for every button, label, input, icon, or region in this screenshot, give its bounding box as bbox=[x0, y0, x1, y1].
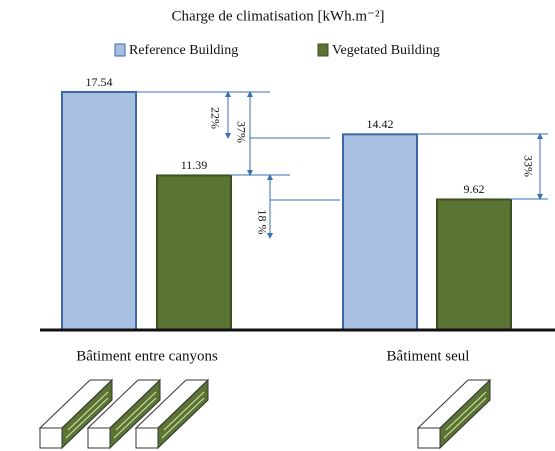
annotation: 22% bbox=[208, 107, 222, 129]
bar bbox=[156, 174, 232, 331]
legend-swatch bbox=[114, 43, 126, 57]
value-label: 9.62 bbox=[464, 182, 485, 196]
legend-label: Vegetated Building bbox=[332, 43, 440, 58]
value-label: 17.54 bbox=[86, 75, 113, 89]
legend-swatch bbox=[317, 43, 329, 57]
building-icons bbox=[38, 378, 491, 450]
x-tick-label: Bâtiment entre canyons bbox=[76, 348, 218, 364]
value-label: 14.42 bbox=[367, 117, 394, 131]
bar bbox=[342, 133, 418, 331]
annotation: 37% bbox=[234, 121, 248, 143]
legend-label: Reference Building bbox=[129, 43, 238, 58]
x-tick-label: Bâtiment seul bbox=[387, 348, 470, 364]
annotation: 18 % bbox=[255, 210, 269, 235]
bar bbox=[61, 91, 137, 331]
annotation-lines bbox=[137, 91, 548, 239]
annotation: 33% bbox=[521, 155, 535, 177]
legend: Reference Building Vegetated Building bbox=[114, 43, 440, 58]
chart-title: Charge de climatisation [kWh.m⁻²] bbox=[172, 8, 385, 24]
plot: Bâtiment entre canyons 17.54 11.39 Bâtiment… bbox=[61, 75, 512, 364]
value-label: 11.39 bbox=[181, 158, 208, 172]
bar bbox=[436, 198, 512, 331]
